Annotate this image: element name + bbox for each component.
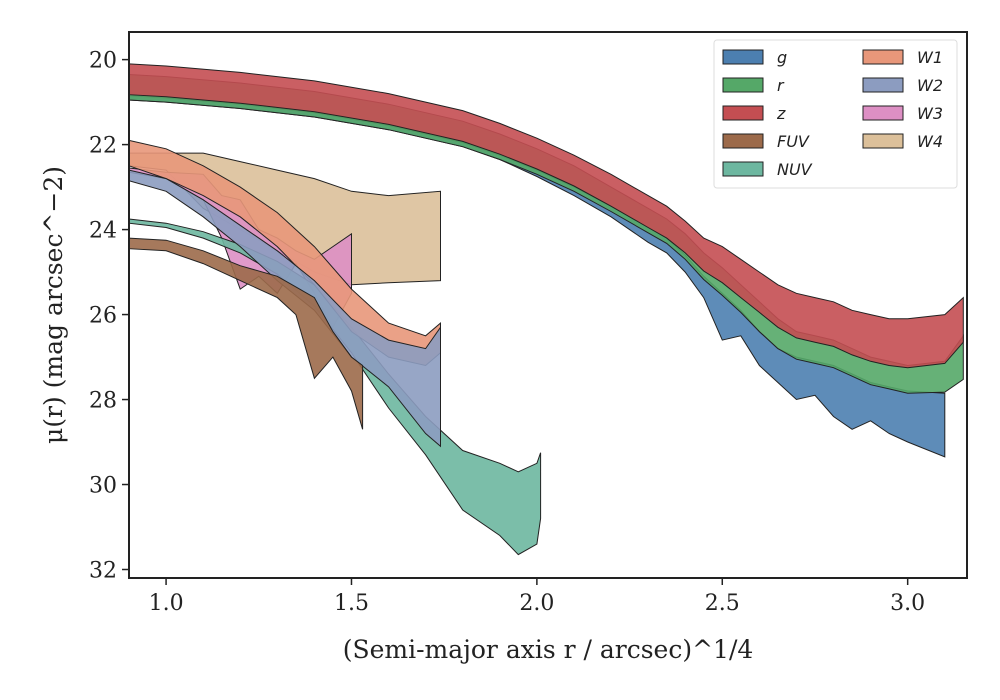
legend-label-z: z	[776, 104, 786, 123]
legend-label-r: r	[777, 76, 785, 95]
legend-items: grz FUV NUV W1 W2 W3 W4	[722, 48, 943, 179]
y-axis-label: μ(r) (mag arcsec^−2)	[39, 166, 68, 444]
y-tick-label: 28	[89, 389, 117, 414]
y-tick-label: 24	[89, 219, 117, 244]
x-tick-label: 3.0	[890, 591, 925, 616]
legend-label-w2: W2	[917, 76, 943, 95]
y-tick-label: 30	[89, 474, 117, 499]
x-tick-label: 2.0	[519, 591, 554, 616]
legend-label-fuv: FUV	[777, 132, 810, 151]
band-fuv	[128, 237, 364, 430]
legend-frame	[713, 39, 958, 189]
legend-swatch-r	[722, 77, 764, 93]
x-axis-label: (Semi-major axis r / arcsec)^1/4	[343, 635, 754, 664]
x-tick-label: 2.5	[705, 591, 740, 616]
legend-swatch-w2	[862, 77, 904, 93]
data-bands	[128, 63, 964, 556]
legend-label-w4: W4	[917, 132, 943, 151]
x-tick-label: 1.5	[334, 591, 369, 616]
legend-swatch-z	[722, 105, 764, 121]
legend-label-w1: W1	[917, 48, 943, 67]
legend-swatch-w1	[862, 49, 904, 65]
legend-label-nuv: NUV	[777, 160, 813, 179]
legend-swatch-w4	[862, 133, 904, 149]
legend-swatch-nuv	[722, 161, 764, 177]
legend-swatch-fuv	[722, 133, 764, 149]
y-tick-label: 32	[89, 559, 117, 584]
y-axis: 20 22 24 26 28 30 32	[89, 49, 129, 584]
plot-frame	[128, 31, 968, 579]
legend-label-w3: W3	[917, 104, 943, 123]
x-axis: 1.0 1.5 2.0 2.5 3.0	[149, 578, 925, 616]
legend-swatch-w3	[862, 105, 904, 121]
y-tick-label: 22	[89, 134, 117, 159]
y-tick-label: 20	[89, 49, 117, 74]
band-z	[128, 63, 964, 369]
legend-swatch-g	[722, 49, 764, 65]
legend: grz FUV NUV W1 W2 W3 W4	[713, 39, 958, 189]
legend-label-g: g	[777, 48, 787, 67]
band-w2	[128, 169, 441, 448]
x-tick-label: 1.0	[149, 591, 184, 616]
y-tick-label: 26	[89, 304, 117, 329]
